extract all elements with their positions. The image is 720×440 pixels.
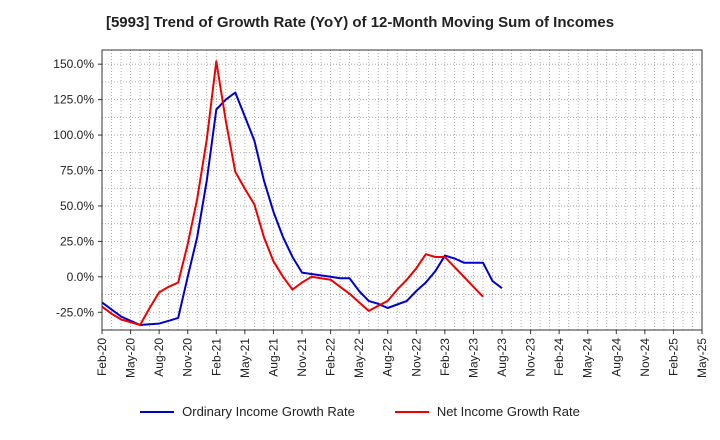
legend-label-ordinary: Ordinary Income Growth Rate [182, 404, 355, 419]
x-tick-label: Feb-23 [438, 338, 452, 376]
y-tick-label: 100.0% [53, 128, 94, 142]
x-tick-label: Nov-20 [181, 338, 195, 377]
x-tick-label: Aug-24 [609, 338, 623, 377]
series-line-1 [101, 60, 484, 326]
x-tick-label: May-23 [466, 338, 480, 378]
x-tick-label: Aug-22 [381, 338, 395, 377]
plot-frame [101, 49, 703, 331]
x-tick-label: May-21 [238, 338, 252, 378]
x-tick-label: May-25 [695, 338, 709, 378]
x-tick-label: May-24 [581, 338, 595, 378]
grid-lines [102, 50, 702, 330]
x-tick-label: Nov-21 [295, 338, 309, 377]
y-tick-label: -25.0% [56, 305, 94, 319]
x-tick-label: Aug-23 [495, 338, 509, 377]
x-tick-label: Feb-20 [95, 338, 109, 376]
y-tick-label: 25.0% [60, 234, 94, 248]
x-tick-label: Feb-25 [666, 338, 680, 376]
chart-title: [5993] Trend of Growth Rate (YoY) of 12-… [105, 14, 615, 31]
y-tick-label: 150.0% [53, 57, 94, 71]
series-lines [101, 60, 503, 326]
legend-swatch-ordinary [140, 410, 175, 413]
x-tick-label: Feb-22 [324, 338, 338, 376]
legend-item-net: Net Income Growth Rate [394, 404, 580, 419]
x-tick-label: Aug-20 [152, 338, 166, 377]
legend-item-ordinary: Ordinary Income Growth Rate [140, 404, 355, 419]
axes: -25.0% 0.0% 25.0% 50.0% 75.0% 100.0% 125.0% 150… [53, 49, 709, 378]
legend: Ordinary Income Growth Rate Net Income G… [0, 404, 720, 419]
x-tick-label: Feb-21 [209, 338, 223, 376]
y-tick-label: 0.0% [67, 270, 95, 284]
x-tick-label: May-22 [352, 338, 366, 378]
legend-swatch-net [394, 410, 429, 413]
y-tick-label: 125.0% [53, 93, 94, 107]
x-tick-label: Aug-21 [266, 338, 280, 377]
x-tick-label: Nov-24 [638, 338, 652, 377]
series-line-0 [101, 91, 503, 326]
x-tick-label: Nov-22 [409, 338, 423, 377]
x-tick-label: Feb-24 [552, 338, 566, 376]
x-tick-label: May-20 [124, 338, 138, 378]
x-tick-label: Nov-23 [524, 338, 538, 377]
y-tick-label: 50.0% [60, 199, 94, 213]
y-tick-label: 75.0% [60, 164, 94, 178]
legend-label-net: Net Income Growth Rate [436, 404, 580, 419]
